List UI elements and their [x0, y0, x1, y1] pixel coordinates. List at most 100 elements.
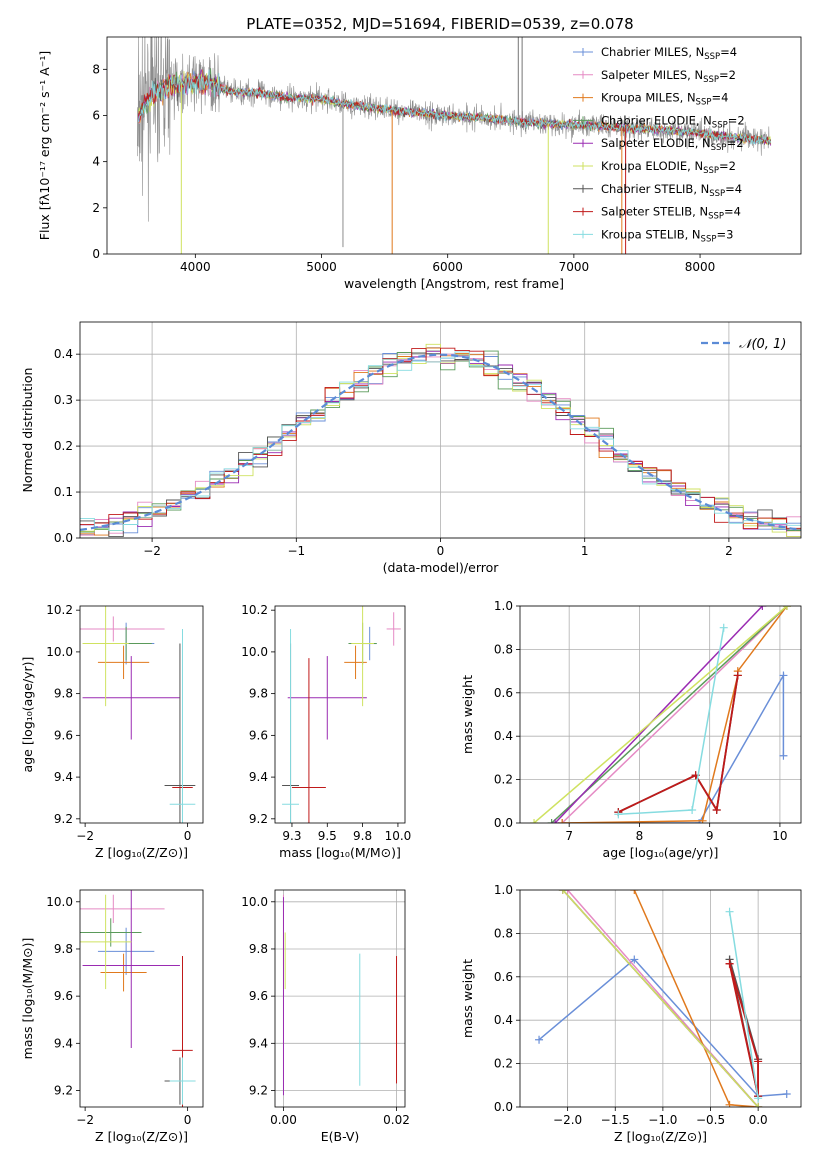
y-tick-label: 0 [92, 247, 100, 261]
marker-salpeter_elodie [551, 819, 560, 823]
x-tick-label: 9 [706, 829, 714, 843]
y-tick-label: 0.6 [494, 970, 513, 984]
y-tick-label: 9.4 [249, 1036, 268, 1050]
axes-frame [519, 889, 802, 1108]
axes-frame [79, 321, 802, 539]
plot-area [282, 894, 398, 1096]
y-axis-label: mass weight [460, 675, 475, 754]
y-tick-label: 0.4 [494, 729, 513, 743]
panel-massweight_vs_age: 7 8 9 10 0.0 0.2 0.4 0.6 0.8 1.0 age [log₁₀(age/yr… [460, 599, 802, 860]
panel-age_vs_mass: 9.3 9.5 9.8 10.0 9.2 9.4 9.6 9.8 10.0 10.2 mass [l… [241, 603, 411, 860]
marker-salpeter_miles [563, 890, 572, 894]
y-tick-label: 9.8 [249, 942, 268, 956]
marker-kroupa_elodie [558, 890, 567, 894]
panel-age_vs_Z: −2 0 9.2 9.4 9.6 9.8 10.0 10.2 Z [log₁₀(Z/Z⊙)] ag… [20, 603, 204, 860]
y-tick-label: 8 [92, 62, 100, 76]
axes-frame [79, 889, 204, 1108]
y-tick-label: 2 [92, 201, 100, 215]
legend-label: Chabrier STELIB, NSSP=4 [601, 182, 742, 199]
y-tick-label: 0.2 [54, 439, 73, 453]
marker-salpeter_stelib [725, 959, 734, 968]
legend-label: Kroupa ELODIE, NSSP=2 [601, 159, 736, 176]
gaussian-curve [80, 353, 801, 531]
plot-area [80, 890, 196, 1107]
marker-chabrier_miles [779, 751, 788, 760]
plot-area [530, 606, 791, 823]
marker-kroupa_stelib [688, 805, 697, 814]
plot-area [535, 890, 791, 1107]
y-tick-label: 10.0 [46, 645, 73, 659]
y-tick-label: 0.4 [494, 1013, 513, 1027]
marker-chabrier_miles [535, 1035, 544, 1044]
x-tick-label: 8000 [685, 260, 716, 274]
legend-label: Kroupa MILES, NSSP=4 [601, 91, 728, 108]
y-tick-label: 1.0 [494, 883, 513, 897]
x-axis-label: Z [log₁₀(Z/Z⊙)] [95, 1129, 188, 1144]
y-tick-label: 0.3 [54, 393, 73, 407]
plot-area [80, 343, 801, 538]
legend-label: 𝒩(0, 1) [739, 337, 786, 352]
panel-massweight_vs_Z: −2.0 −1.5 −1.0 −0.5 0.0 0.0 0.2 0.4 0.6 0.8 1.0 Z [… [460, 883, 802, 1144]
panel-residual_hist: −2 −1 0 1 2 0.0 0.1 0.2 0.3 0.4 (data-model)/error… [20, 321, 802, 575]
figure-title: PLATE=0352, MJD=51694, FIBERID=0539, z=0… [246, 15, 633, 33]
panel-mass_vs_ebv: 0.00 0.02 9.2 9.4 9.6 9.8 10.0 E(B-V) [241, 889, 410, 1144]
y-axis-label: Flux [fλ10⁻¹⁷ erg cm⁻² s⁻¹ A⁻¹] [37, 51, 52, 240]
plot-area [137, 37, 772, 254]
y-tick-label: 6 [92, 108, 100, 122]
x-tick-label: −2 [76, 1113, 94, 1127]
x-tick-label: −2 [76, 829, 94, 843]
y-tick-label: 10.2 [241, 603, 268, 617]
x-tick-label: 1 [581, 544, 589, 558]
marker-kroupa_miles [558, 819, 567, 823]
x-axis-label: wavelength [Angstrom, rest frame] [344, 276, 564, 291]
x-tick-label: 9.5 [318, 829, 337, 843]
x-tick-label: 0 [184, 829, 192, 843]
marker-kroupa_elodie [754, 1103, 763, 1107]
series-line-chabrier_elodie [551, 606, 788, 823]
marker-chabrier_miles [630, 955, 639, 964]
y-tick-label: 9.6 [249, 989, 268, 1003]
x-axis-label: (data-model)/error [383, 560, 500, 575]
model-spectrum-line-kroupa_stelib [138, 69, 772, 145]
x-tick-label: 0.02 [383, 1113, 410, 1127]
series-line-salpeter_miles [561, 606, 788, 823]
y-tick-label: 0.4 [54, 347, 73, 361]
x-tick-label: −2.0 [553, 1113, 582, 1127]
x-tick-label: −1.5 [601, 1113, 630, 1127]
y-tick-label: 9.8 [54, 687, 73, 701]
x-tick-label: 5000 [306, 260, 337, 274]
series-line-salpeter_stelib [618, 675, 739, 813]
marker-salpeter_stelib [754, 1057, 763, 1066]
panel-mass_vs_Z: −2 0 9.2 9.4 9.6 9.8 10.0 Z [log₁₀(Z/Z⊙)] mass [… [20, 889, 204, 1144]
legend-label: Chabrier ELODIE, NSSP=2 [601, 113, 745, 130]
plot-area [80, 606, 196, 823]
x-axis-label: age [log₁₀(age/yr)] [603, 845, 719, 860]
legend-label: Salpeter ELODIE, NSSP=2 [601, 136, 744, 153]
y-tick-label: 9.4 [54, 1036, 73, 1050]
y-tick-label: 9.8 [249, 687, 268, 701]
y-tick-label: 0.8 [494, 642, 513, 656]
x-tick-label: −1.0 [648, 1113, 677, 1127]
y-tick-label: 9.6 [249, 728, 268, 742]
y-tick-label: 9.2 [249, 812, 268, 826]
series-line-chabrier_miles [562, 672, 785, 823]
x-tick-label: −2 [143, 544, 161, 558]
marker-chabrier_elodie [547, 819, 556, 823]
y-axis-label: mass [log₁₀(M/M⊙)] [20, 938, 35, 1060]
axes-frame [519, 605, 802, 824]
y-tick-label: 0.1 [54, 485, 73, 499]
marker-salpeter_stelib [733, 671, 742, 680]
x-axis-label: E(B-V) [321, 1129, 360, 1144]
y-tick-label: 0.6 [494, 686, 513, 700]
y-tick-label: 9.6 [54, 989, 73, 1003]
x-axis-label: Z [log₁₀(Z/Z⊙)] [95, 845, 188, 860]
axes-frame [274, 605, 406, 824]
x-tick-label: 0 [437, 544, 445, 558]
y-tick-label: 10.0 [241, 645, 268, 659]
axes-frame [274, 889, 406, 1108]
series-line-salpeter_stelib [728, 963, 759, 1097]
panel-spectrum: 4000 5000 6000 7000 8000 0 2 4 6 8 wavelength [Ang… [37, 36, 802, 291]
marker-kroupa_miles [698, 816, 707, 823]
x-tick-label: 0.0 [749, 1113, 768, 1127]
